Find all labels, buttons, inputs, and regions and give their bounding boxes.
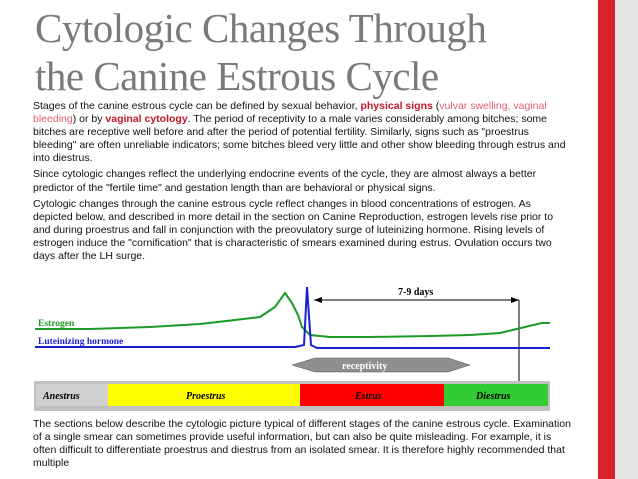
vulvar-swelling-highlight: vulvar swelling, vaginal bleeding	[33, 100, 547, 126]
lh-label: Luteinizing hormone	[38, 337, 123, 347]
stage-estrus	[300, 384, 444, 406]
intro-text: Stages of the canine estrous cycle can b…	[33, 100, 573, 266]
days-bracket-arrow-left	[314, 297, 322, 303]
text-segment: ) or by	[72, 113, 106, 126]
stage-anestrus-label: Anestrus	[42, 391, 80, 402]
estrogen-curve	[35, 291, 550, 338]
text-segment: (	[432, 100, 440, 112]
days-bracket-arrow-right	[511, 297, 519, 303]
slide-title: Cytologic Changes Through the Canine Est…	[35, 4, 595, 100]
days-label: 7-9 days	[398, 287, 433, 298]
text-segment: Stages of the canine estrous cycle can b…	[33, 100, 361, 112]
stage-estrus-label: Estrus	[354, 391, 382, 402]
stage-diestrus-label: Diestrus	[475, 391, 511, 402]
paragraph-sections-below: The sections below describe the cytologi…	[33, 418, 571, 470]
title-line-2: the Canine Estrous Cycle	[35, 53, 439, 99]
stage-proestrus	[108, 384, 300, 406]
paragraph-stages: Stages of the canine estrous cycle can b…	[33, 100, 573, 165]
slide-accent-red-stripe	[598, 0, 615, 479]
stage-anestrus	[36, 384, 108, 406]
closing-text: The sections below describe the cytologi…	[33, 418, 573, 473]
stage-diestrus	[444, 384, 548, 406]
estrous-cycle-diagram: 7-9 days Estrogen Luteinizing hormone re…	[34, 286, 550, 411]
receptivity-label: receptivity	[342, 361, 387, 372]
paragraph-cytologic-changes: Since cytologic changes reflect the unde…	[33, 168, 537, 194]
lh-curve	[35, 286, 550, 349]
physical-signs-highlight: physical signs	[360, 100, 433, 112]
stage-proestrus-label: Proestrus	[186, 391, 226, 402]
title-line-1: Cytologic Changes Through	[35, 5, 487, 51]
estrogen-label: Estrogen	[38, 319, 75, 329]
receptivity-bar	[291, 357, 471, 373]
paragraph-estrogen: Cytologic changes through the canine est…	[33, 197, 554, 263]
text-segment: . The period of receptivity to a male va…	[33, 113, 566, 165]
vaginal-cytology-highlight: vaginal cytology	[105, 113, 188, 126]
